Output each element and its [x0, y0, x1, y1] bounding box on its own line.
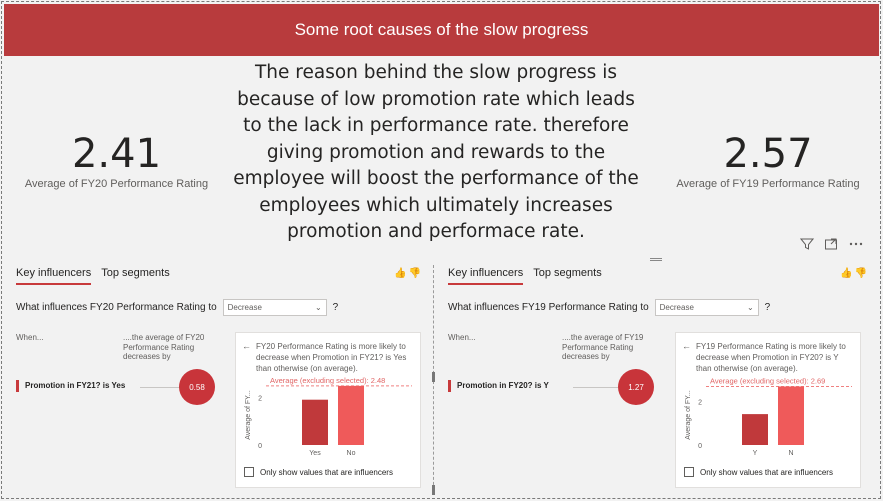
factor-connector [573, 387, 618, 388]
panel-tabs: Key influencers Top segments [16, 267, 170, 285]
tab-top-segments[interactable]: Top segments [533, 267, 602, 279]
y-tick-label: 2 [258, 395, 262, 402]
question-text: What influences FY20 Performance Rating … [16, 302, 217, 313]
question-text: What influences FY19 Performance Rating … [448, 302, 649, 313]
x-tick-label: Y [753, 450, 758, 457]
thumbs-down-icon[interactable]: 👎 [408, 268, 423, 279]
influencer-detail-card: ← FY20 Performance Rating is more likely… [235, 332, 421, 488]
bar-no [338, 385, 364, 445]
thumbs-up-icon[interactable]: 👍 [394, 268, 409, 279]
visual-header-icons [799, 237, 864, 255]
influencer-detail-card: ← FY19 Performance Rating is more likely… [675, 332, 861, 488]
focus-mode-icon[interactable] [824, 237, 838, 255]
key-influencers-panel-fy19: Key influencers Top segments 👍👎 What inf… [438, 262, 876, 492]
direction-dropdown[interactable]: Decrease ⌄ [222, 299, 327, 316]
chevron-down-icon: ⌄ [746, 303, 754, 312]
checkbox-box[interactable] [684, 467, 694, 477]
page-title-banner: Some root causes of the slow progress [4, 4, 879, 56]
checkbox-box[interactable] [244, 467, 254, 477]
checkbox-label: Only show values that are influencers [700, 467, 833, 477]
bar-y [742, 414, 768, 445]
resize-handle[interactable] [432, 372, 435, 382]
average-header: ....the average of FY19 Performance Rati… [562, 333, 644, 361]
resize-handle[interactable] [432, 485, 435, 495]
tab-key-influencers[interactable]: Key influencers [448, 267, 524, 285]
average-header: ....the average of FY20 Performance Rati… [123, 333, 205, 361]
y-tick-label: 0 [258, 443, 262, 450]
average-reference-label: Average (excluding selected): 2.69 [710, 376, 825, 385]
influencer-factor[interactable]: Promotion in FY20? is Y [448, 380, 549, 392]
detail-description: FY20 Performance Rating is more likely t… [256, 342, 407, 373]
key-influencers-panel-fy20: Key influencers Top segments 👍👎 What inf… [6, 262, 431, 492]
x-tick-label: Yes [309, 450, 321, 457]
more-options-icon[interactable] [848, 237, 864, 255]
card-fy19-rating[interactable]: 2.57 Average of FY19 Performance Rating [668, 132, 868, 190]
factor-connector [140, 387, 180, 388]
card-value: 2.41 [71, 131, 162, 177]
feedback-icons: 👍👎 [840, 268, 869, 279]
average-reference-label: Average (excluding selected): 2.48 [270, 376, 385, 385]
card-value: 2.57 [723, 131, 813, 177]
detail-description: FY19 Performance Rating is more likely t… [696, 342, 846, 373]
influencers-only-checkbox[interactable]: Only show values that are influencers [244, 467, 393, 477]
bubble-value: 1.27 [628, 382, 644, 392]
back-arrow-icon[interactable]: ← [242, 341, 251, 351]
thumbs-down-icon[interactable]: 👎 [854, 268, 869, 279]
influence-bubble[interactable]: 1.27 [618, 369, 654, 405]
x-tick-label: No [347, 450, 356, 457]
thumbs-up-icon[interactable]: 👍 [840, 268, 855, 279]
detail-bar-chart: Average of FY... 0 2 Average (excluding sel… [685, 376, 852, 457]
influencers-only-checkbox[interactable]: Only show values that are influencers [684, 467, 833, 477]
feedback-icons: 👍👎 [394, 268, 423, 279]
help-icon[interactable]: ? [764, 302, 771, 313]
bubble-value: 0.58 [189, 382, 205, 392]
y-tick-label: 0 [698, 443, 702, 450]
checkbox-label: Only show values that are influencers [260, 467, 393, 477]
tab-key-influencers[interactable]: Key influencers [16, 267, 92, 285]
resize-grip[interactable] [650, 258, 662, 261]
explanation-text: The reason behind the slow progress is b… [233, 62, 639, 242]
bar-yes [302, 399, 328, 445]
bar-n [778, 386, 804, 445]
page-title: Some root causes of the slow progress [294, 20, 589, 39]
when-label: When... [16, 333, 44, 342]
panel-tabs: Key influencers Top segments [448, 267, 602, 285]
tab-top-segments[interactable]: Top segments [101, 267, 170, 279]
dropdown-value: Decrease [659, 303, 694, 312]
filter-icon[interactable] [799, 237, 815, 255]
influencer-factor[interactable]: Promotion in FY21? is Yes [16, 380, 125, 392]
influence-bubble[interactable]: 0.58 [179, 369, 215, 405]
card-label: Average of FY20 Performance Rating [24, 178, 209, 190]
card-fy20-rating[interactable]: 2.41 Average of FY20 Performance Rating [14, 132, 219, 190]
y-axis-label: Average of FY... [685, 390, 692, 440]
direction-dropdown[interactable]: Decrease ⌄ [654, 299, 759, 316]
card-label: Average of FY19 Performance Rating [676, 178, 860, 190]
chevron-down-icon: ⌄ [314, 303, 322, 312]
help-icon[interactable]: ? [332, 302, 339, 313]
x-tick-label: N [788, 450, 793, 457]
back-arrow-icon[interactable]: ← [682, 341, 691, 351]
y-axis-label: Average of FY... [245, 390, 252, 440]
y-tick-label: 2 [698, 399, 702, 406]
influence-question: What influences FY20 Performance Rating … [16, 299, 338, 316]
when-label: When... [448, 333, 476, 342]
detail-bar-chart: Average of FY... 0 2 Average (excluding sel… [245, 376, 412, 457]
dropdown-value: Decrease [227, 303, 262, 312]
influence-question: What influences FY19 Performance Rating … [448, 299, 770, 316]
